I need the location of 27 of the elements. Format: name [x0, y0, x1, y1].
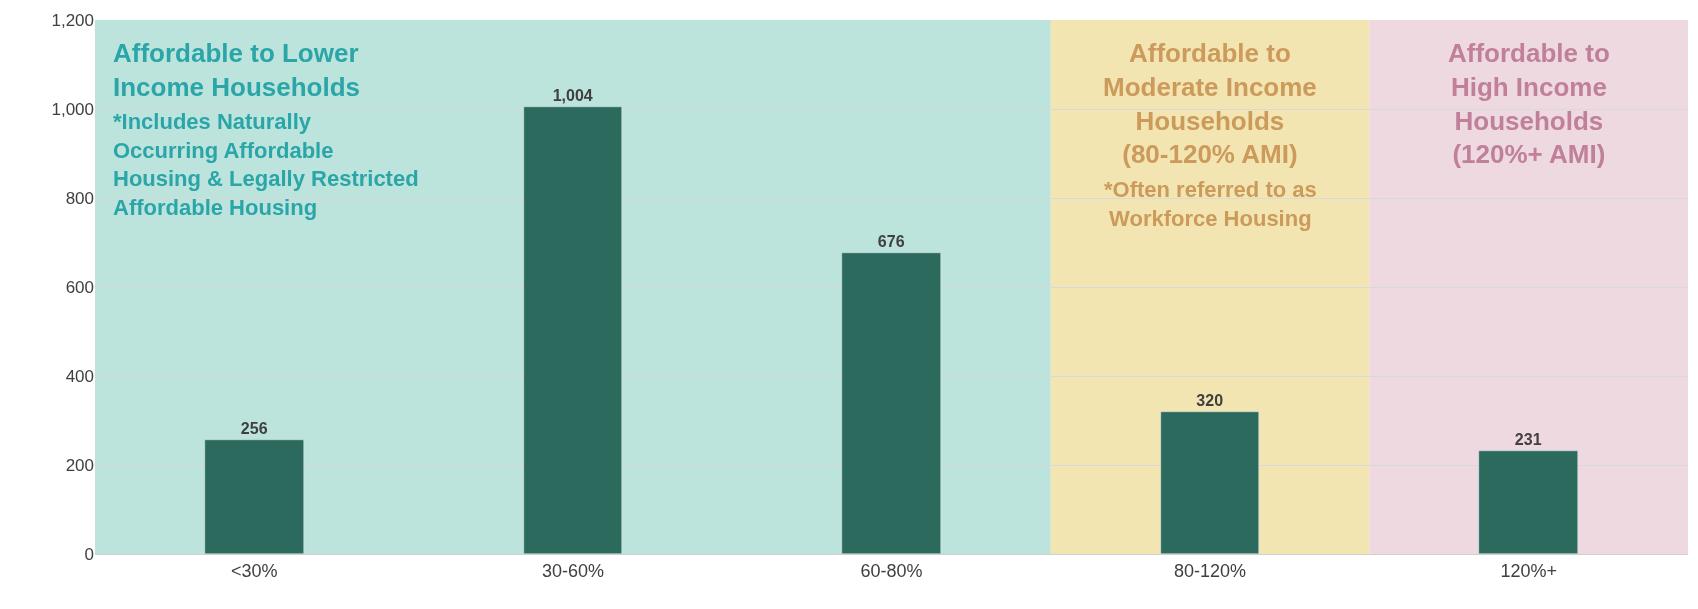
data-label: 320 — [1196, 391, 1224, 409]
x-tick-label: 60-80% — [860, 560, 923, 581]
annotation: *Often referred to as Workforce Housing — [1104, 177, 1317, 231]
bar — [1160, 411, 1259, 554]
annotation: *Includes Naturally Occurring Affordable Housing & Legally Restricted Affordable Housing — [113, 109, 419, 220]
y-tick-label: 1,000 — [51, 99, 94, 119]
bar — [204, 439, 304, 554]
x-tick-label: 120%+ — [1500, 560, 1557, 581]
bar — [1478, 450, 1578, 554]
y-tick-label: 0 — [84, 544, 94, 564]
bar — [841, 252, 941, 554]
y-tick-label: 600 — [65, 277, 94, 297]
y-tick-label: 1,200 — [51, 10, 94, 30]
data-label: 231 — [1514, 430, 1542, 448]
y-tick-label: 800 — [65, 188, 94, 208]
y-tick-label: 400 — [65, 366, 94, 386]
bar — [523, 106, 622, 554]
x-tick-label: <30% — [231, 560, 278, 581]
y-tick-label: 200 — [65, 455, 94, 475]
band-label: Affordable to Lower Income Households — [113, 38, 361, 102]
x-tick-label: 80-120% — [1174, 560, 1247, 581]
band-label: Affordable to High Income Households (120%+ AMI) — [1448, 38, 1610, 170]
data-label: 676 — [877, 232, 905, 250]
x-tick-label: 30-60% — [541, 560, 604, 581]
data-label: 256 — [240, 419, 268, 437]
data-label: 1,004 — [552, 86, 593, 104]
band-label: Affordable to Moderate Income Households (80-120% AMI) — [1103, 38, 1317, 170]
